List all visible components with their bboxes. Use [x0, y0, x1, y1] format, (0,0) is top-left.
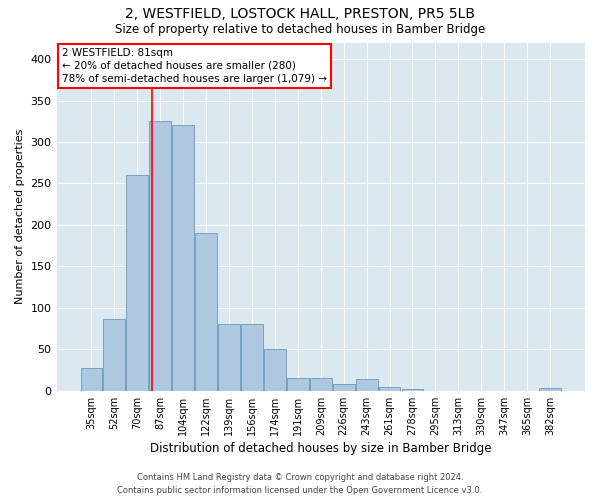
Bar [539, 388, 561, 391]
Bar [401, 389, 424, 391]
Bar [195, 233, 217, 391]
X-axis label: Distribution of detached houses by size in Bamber Bridge: Distribution of detached houses by size … [150, 442, 491, 455]
Text: 2, WESTFIELD, LOSTOCK HALL, PRESTON, PR5 5LB: 2, WESTFIELD, LOSTOCK HALL, PRESTON, PR5… [125, 8, 475, 22]
Y-axis label: Number of detached properties: Number of detached properties [15, 129, 25, 304]
Bar [287, 378, 309, 391]
Bar [310, 378, 332, 391]
Text: Size of property relative to detached houses in Bamber Bridge: Size of property relative to detached ho… [115, 22, 485, 36]
Bar [264, 350, 286, 391]
Bar [241, 324, 263, 391]
Bar [80, 368, 103, 391]
Bar [149, 122, 171, 391]
Bar [127, 175, 148, 391]
Bar [103, 318, 125, 391]
Bar [218, 324, 240, 391]
Bar [333, 384, 355, 391]
Bar [379, 386, 400, 391]
Text: 2 WESTFIELD: 81sqm
← 20% of detached houses are smaller (280)
78% of semi-detach: 2 WESTFIELD: 81sqm ← 20% of detached hou… [62, 48, 327, 84]
Bar [172, 126, 194, 391]
Bar [356, 379, 377, 391]
Text: Contains HM Land Registry data © Crown copyright and database right 2024.
Contai: Contains HM Land Registry data © Crown c… [118, 474, 482, 495]
